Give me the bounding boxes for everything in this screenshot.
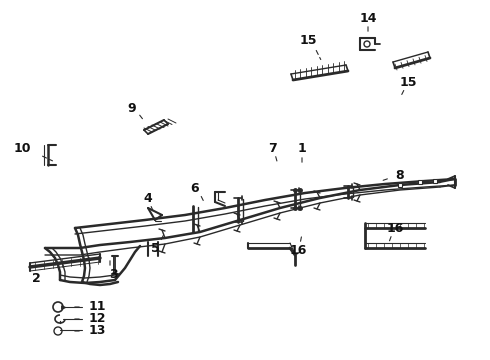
Text: 15: 15 xyxy=(399,76,417,89)
Text: 3: 3 xyxy=(109,267,117,280)
Text: 1: 1 xyxy=(297,141,306,154)
Text: 15: 15 xyxy=(299,33,317,46)
Text: 9: 9 xyxy=(128,102,136,114)
Text: 7: 7 xyxy=(268,141,276,154)
Text: 14: 14 xyxy=(359,12,377,24)
Text: 13: 13 xyxy=(88,324,106,338)
Text: 8: 8 xyxy=(396,168,404,181)
Text: 6: 6 xyxy=(191,181,199,194)
Text: 10: 10 xyxy=(13,141,31,154)
Text: 4: 4 xyxy=(144,192,152,204)
Text: 5: 5 xyxy=(150,242,159,255)
Text: 2: 2 xyxy=(32,271,40,284)
Text: 16: 16 xyxy=(386,221,404,234)
Text: 12: 12 xyxy=(88,312,106,325)
Text: 16: 16 xyxy=(289,243,307,257)
Text: 11: 11 xyxy=(88,301,106,314)
